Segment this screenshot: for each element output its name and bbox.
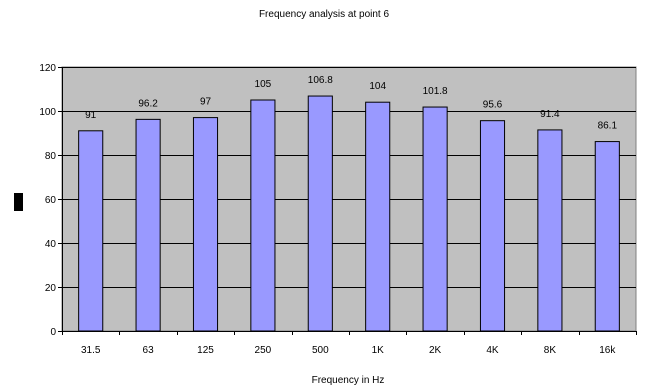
bar-16k [594, 141, 620, 332]
bar-63 [135, 118, 161, 332]
y-axis-title-marker [14, 193, 23, 211]
bar-2K [422, 106, 448, 332]
data-label: 101.8 [423, 86, 448, 97]
data-label: 105 [255, 79, 272, 90]
x-tick-label: 125 [197, 345, 214, 356]
bar-31.5 [78, 130, 104, 332]
x-tick-label: 63 [143, 345, 155, 356]
data-label: 95.6 [483, 100, 503, 111]
y-axis: 0 20 40 60 80 100 120 [39, 63, 63, 338]
data-label: 97 [200, 97, 212, 108]
data-label: 91.4 [540, 109, 560, 120]
bar-1K [365, 101, 391, 332]
x-tick-label: 2K [429, 345, 442, 356]
y-tick-label: 60 [45, 195, 57, 206]
bar-8K [537, 129, 563, 332]
bar-4K [479, 120, 506, 332]
data-label: 106.8 [308, 75, 333, 86]
x-tick-label: 1K [372, 345, 385, 356]
x-tick-label: 500 [312, 345, 329, 356]
data-label: 96.2 [138, 98, 158, 109]
bar-500 [307, 95, 333, 332]
bar-125 [192, 117, 219, 332]
y-tick-label: 100 [39, 107, 56, 118]
x-tick-label: 8K [544, 345, 557, 356]
data-label: 86.1 [598, 121, 618, 132]
x-axis-title: Frequency in Hz [312, 375, 385, 386]
x-tick-label: 4K [486, 345, 499, 356]
data-label: 104 [369, 81, 386, 92]
x-tick-label: 250 [255, 345, 272, 356]
y-tick-label: 20 [45, 283, 57, 294]
x-axis: 31.5 63 125 250 500 1K 2K 4K 8K 16k [62, 331, 637, 356]
bar-250 [250, 99, 276, 332]
y-tick-label: 40 [45, 239, 57, 250]
y-tick-label: 0 [50, 327, 56, 338]
chart-title: Frequency analysis at point 6 [259, 9, 390, 20]
x-tick-label: 31.5 [81, 345, 101, 356]
y-tick-label: 80 [45, 151, 57, 162]
bars [78, 95, 620, 332]
x-tick-label: 16k [599, 345, 616, 356]
data-label: 91 [85, 110, 97, 121]
y-tick-label: 120 [39, 63, 56, 74]
data-labels: 91 96.2 97 105 106.8 104 101.8 95.6 91.4 86.1 [85, 75, 617, 132]
